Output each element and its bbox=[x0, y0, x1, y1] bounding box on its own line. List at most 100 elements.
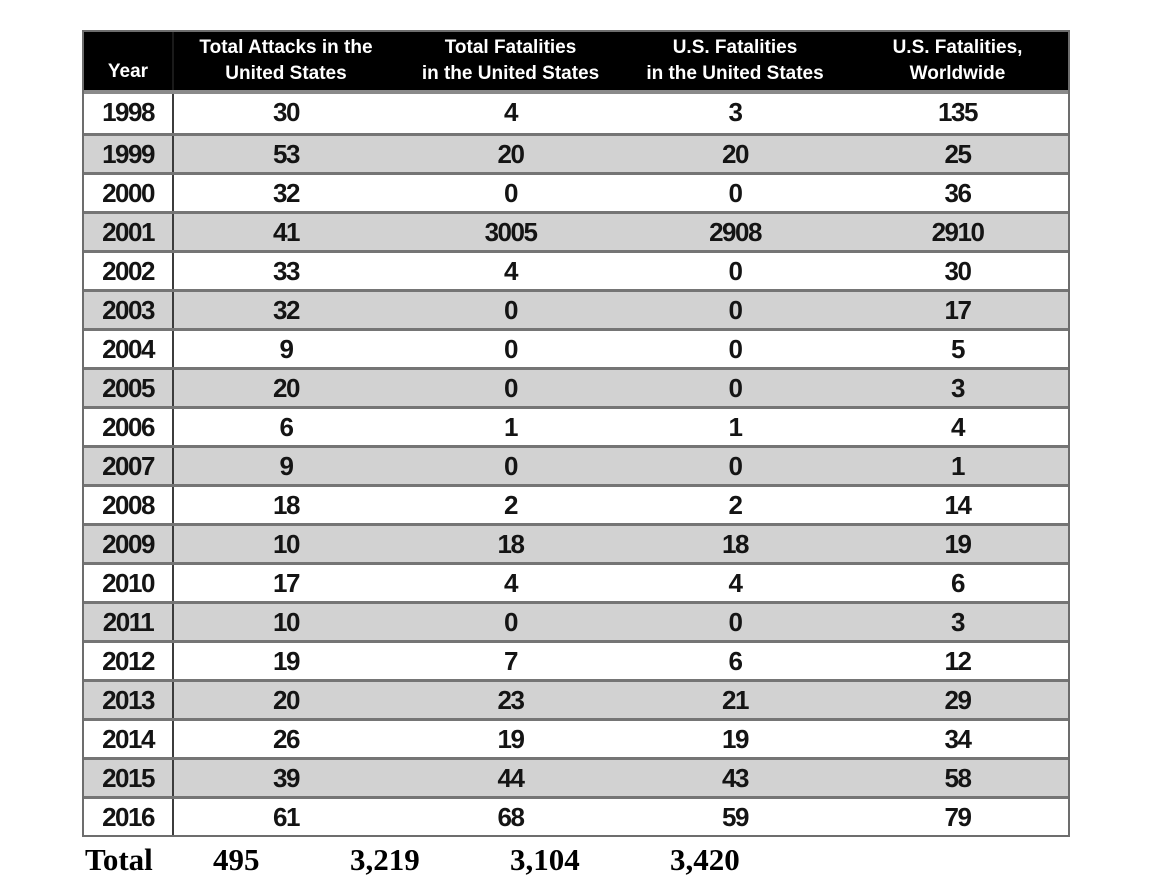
table-row: 2004 9 0 0 5 bbox=[84, 328, 1068, 367]
value-cell: 30 bbox=[944, 256, 972, 286]
value-cell: 4 bbox=[728, 568, 743, 598]
value-cell: 14 bbox=[944, 490, 972, 520]
value-cell: 0 bbox=[504, 451, 518, 481]
value-cell: 30 bbox=[273, 97, 300, 127]
value-cell: 3 bbox=[951, 607, 965, 637]
table-body: 1998 30 4 3 135 1999 53 20 20 25 2000 32 0 0 36 2001 41 3… bbox=[84, 94, 1068, 835]
value-cell: 19 bbox=[497, 724, 525, 754]
year-cell: 2011 bbox=[84, 604, 174, 640]
value-cell: 135 bbox=[938, 97, 978, 127]
value-cell: 3 bbox=[728, 97, 743, 127]
value-cell: 19 bbox=[273, 646, 300, 676]
year-cell: 2008 bbox=[84, 487, 174, 523]
value-cell: 10 bbox=[273, 529, 300, 559]
year-cell: 2010 bbox=[84, 565, 174, 601]
value-cell: 18 bbox=[273, 490, 300, 520]
table-row: 2008 18 2 2 14 bbox=[84, 484, 1068, 523]
value-cell: 0 bbox=[504, 373, 518, 403]
year-cell: 2002 bbox=[84, 253, 174, 289]
value-cell: 53 bbox=[273, 139, 300, 169]
table-row: 2016 61 68 59 79 bbox=[84, 796, 1068, 835]
value-cell: 79 bbox=[944, 802, 972, 832]
value-cell: 0 bbox=[504, 178, 518, 208]
year-cell: 2014 bbox=[84, 721, 174, 757]
table-row: 2010 17 4 4 6 bbox=[84, 562, 1068, 601]
table-row: 1999 53 20 20 25 bbox=[84, 133, 1068, 172]
totals-us-fatalities: 3,104 bbox=[510, 842, 580, 877]
year-cell: 1998 bbox=[84, 94, 174, 133]
value-cell: 0 bbox=[728, 256, 743, 286]
value-cell: 2910 bbox=[931, 217, 985, 247]
totals-label: Total bbox=[85, 842, 153, 877]
value-cell: 0 bbox=[728, 451, 743, 481]
value-cell: 0 bbox=[504, 295, 518, 325]
header-line: U.S. Fatalities, bbox=[892, 37, 1023, 59]
value-cell: 58 bbox=[944, 763, 972, 793]
totals-row: Total 495 3,219 3,104 3,420 bbox=[0, 842, 1176, 884]
value-cell: 34 bbox=[944, 724, 972, 754]
table-row: 1998 30 4 3 135 bbox=[84, 94, 1068, 133]
value-cell: 0 bbox=[728, 607, 743, 637]
value-cell: 36 bbox=[944, 178, 972, 208]
value-cell: 19 bbox=[944, 529, 972, 559]
header-line: Total Fatalities bbox=[444, 37, 577, 59]
value-cell: 32 bbox=[273, 178, 300, 208]
year-cell: 2015 bbox=[84, 760, 174, 796]
table-row: 2002 33 4 0 30 bbox=[84, 250, 1068, 289]
totals-fatalities: 3,219 bbox=[350, 842, 420, 877]
table-row: 2012 19 7 6 12 bbox=[84, 640, 1068, 679]
year-cell: 2013 bbox=[84, 682, 174, 718]
table-row: 2014 26 19 19 34 bbox=[84, 718, 1068, 757]
value-cell: 1 bbox=[951, 451, 965, 481]
value-cell: 21 bbox=[722, 685, 749, 715]
value-cell: 1 bbox=[504, 412, 518, 442]
table-row: 2015 39 44 43 58 bbox=[84, 757, 1068, 796]
year-cell: 2016 bbox=[84, 799, 174, 835]
header-year: Year bbox=[84, 32, 174, 90]
value-cell: 2 bbox=[728, 490, 743, 520]
value-cell: 33 bbox=[273, 256, 300, 286]
value-cell: 17 bbox=[273, 568, 300, 598]
table-header-row: Year Total Attacks in the United States … bbox=[84, 32, 1068, 94]
value-cell: 26 bbox=[273, 724, 300, 754]
table-row: 2003 32 0 0 17 bbox=[84, 289, 1068, 328]
header-line: in the United States bbox=[421, 63, 600, 84]
header-year-label: Year bbox=[107, 61, 149, 83]
value-cell: 4 bbox=[951, 412, 965, 442]
year-cell: 2004 bbox=[84, 331, 174, 367]
value-cell: 5 bbox=[951, 334, 965, 364]
value-cell: 6 bbox=[951, 568, 965, 598]
value-cell: 59 bbox=[722, 802, 749, 832]
value-cell: 20 bbox=[497, 139, 525, 169]
totals-attacks: 495 bbox=[213, 842, 260, 877]
value-cell: 41 bbox=[273, 217, 300, 247]
table-row: 2005 20 0 0 3 bbox=[84, 367, 1068, 406]
header-us-fatalities-worldwide: U.S. Fatalities, Worldwide bbox=[847, 32, 1068, 90]
year-cell: 2001 bbox=[84, 214, 174, 250]
value-cell: 2908 bbox=[709, 217, 762, 247]
value-cell: 7 bbox=[504, 646, 518, 676]
value-cell: 2 bbox=[504, 490, 518, 520]
value-cell: 0 bbox=[728, 334, 743, 364]
value-cell: 3 bbox=[951, 373, 965, 403]
year-cell: 2005 bbox=[84, 370, 174, 406]
value-cell: 6 bbox=[279, 412, 294, 442]
header-total-attacks-us: Total Attacks in the United States bbox=[174, 32, 398, 90]
table-row: 2006 6 1 1 4 bbox=[84, 406, 1068, 445]
value-cell: 20 bbox=[722, 139, 749, 169]
header-line: U.S. Fatalities bbox=[672, 37, 798, 59]
value-cell: 29 bbox=[944, 685, 972, 715]
value-cell: 4 bbox=[504, 256, 518, 286]
value-cell: 0 bbox=[728, 373, 743, 403]
value-cell: 68 bbox=[497, 802, 525, 832]
value-cell: 3005 bbox=[484, 217, 538, 247]
value-cell: 32 bbox=[273, 295, 300, 325]
year-cell: 2006 bbox=[84, 409, 174, 445]
value-cell: 0 bbox=[504, 334, 518, 364]
value-cell: 0 bbox=[728, 178, 743, 208]
header-line: in the United States bbox=[646, 63, 824, 84]
header-line: Worldwide bbox=[909, 63, 1006, 84]
value-cell: 9 bbox=[279, 334, 294, 364]
value-cell: 25 bbox=[944, 139, 972, 169]
table-row: 2013 20 23 21 29 bbox=[84, 679, 1068, 718]
